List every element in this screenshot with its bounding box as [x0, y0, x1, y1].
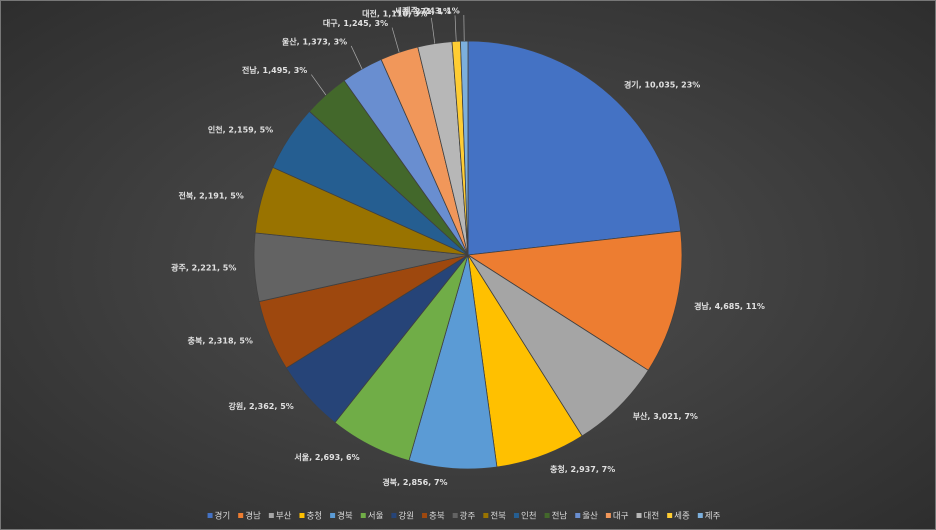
legend-swatch: [667, 513, 673, 518]
leader-line: [311, 74, 327, 96]
legend-label: 제주: [705, 512, 721, 522]
legend-swatch: [238, 513, 244, 518]
data-label: 대구, 1,245, 3%: [323, 18, 388, 28]
data-label: 강원, 2,362, 5%: [229, 401, 294, 411]
legend-label: 충청: [306, 512, 322, 522]
pie-slice: [467, 40, 682, 256]
legend-label: 대구: [613, 512, 629, 522]
legend-swatch: [697, 513, 703, 518]
data-label: 전북, 2,191, 5%: [179, 190, 244, 200]
leader-line: [431, 17, 436, 44]
pie: [253, 40, 683, 470]
legend-label: 인천: [521, 511, 537, 522]
legend-label: 강원: [398, 511, 414, 522]
legend-swatch: [391, 513, 397, 518]
data-label: 대전, 1,116, 3%: [362, 8, 427, 18]
legend-swatch: [330, 513, 336, 518]
legend-swatch: [207, 513, 213, 518]
legend-label: 부산: [276, 511, 292, 522]
data-label: 경기, 10,035, 23%: [624, 80, 700, 90]
data-label: 제주, 243, 1%: [403, 6, 460, 16]
legend-label: 울산: [582, 511, 598, 522]
leader-line: [350, 45, 363, 70]
legend-label: 대전: [644, 511, 660, 522]
leader-line: [391, 27, 400, 53]
legend-swatch: [513, 513, 519, 518]
legend-swatch: [299, 513, 305, 518]
legend-swatch: [575, 513, 581, 518]
legend-label: 서울: [368, 512, 384, 522]
legend-swatch: [422, 513, 428, 518]
legend-swatch: [268, 513, 274, 518]
data-labels: 경기, 10,035, 23% 경남, 4,685, 11% 부산, 3,021, …: [171, 6, 765, 487]
legend-swatch: [483, 513, 489, 518]
data-label: 충북, 2,318, 5%: [188, 336, 253, 346]
legend-label: 경북: [337, 511, 353, 522]
data-label: 광주, 2,221, 5%: [171, 263, 236, 273]
legend-label: 경남: [245, 511, 261, 522]
legend-swatch: [360, 513, 366, 518]
legend: 경기 경남 부산 충청 경북 서울 강원 충북 광주 전북 인천 전남 울산 대구 대전 세종 제주: [207, 511, 721, 522]
legend-swatch: [452, 513, 458, 518]
legend-swatch: [605, 513, 611, 518]
legend-label: 세종: [674, 512, 690, 522]
data-label: 경북, 2,856, 7%: [382, 477, 447, 487]
data-label: 충청, 2,937, 7%: [550, 464, 615, 474]
legend-label: 충북: [429, 512, 445, 522]
data-label: 인천, 2,159, 5%: [208, 125, 273, 135]
data-label: 서울, 2,693, 6%: [294, 452, 359, 462]
legend-swatch: [636, 513, 642, 518]
legend-label: 전남: [552, 511, 568, 522]
data-label: 전남, 1,495, 3%: [242, 65, 307, 75]
legend-label: 경기: [215, 511, 231, 522]
data-label: 부산, 3,021, 7%: [633, 411, 698, 421]
legend-label: 광주: [460, 511, 476, 522]
data-label: 세종, 271, 1%: [394, 6, 451, 16]
legend-swatch: [544, 513, 550, 518]
legend-label: 전북: [490, 511, 506, 522]
data-label: 경남, 4,685, 11%: [694, 301, 765, 311]
leader-line: [454, 15, 457, 42]
data-label: 울산, 1,373, 3%: [282, 36, 347, 46]
pie-slice: [466, 230, 683, 371]
